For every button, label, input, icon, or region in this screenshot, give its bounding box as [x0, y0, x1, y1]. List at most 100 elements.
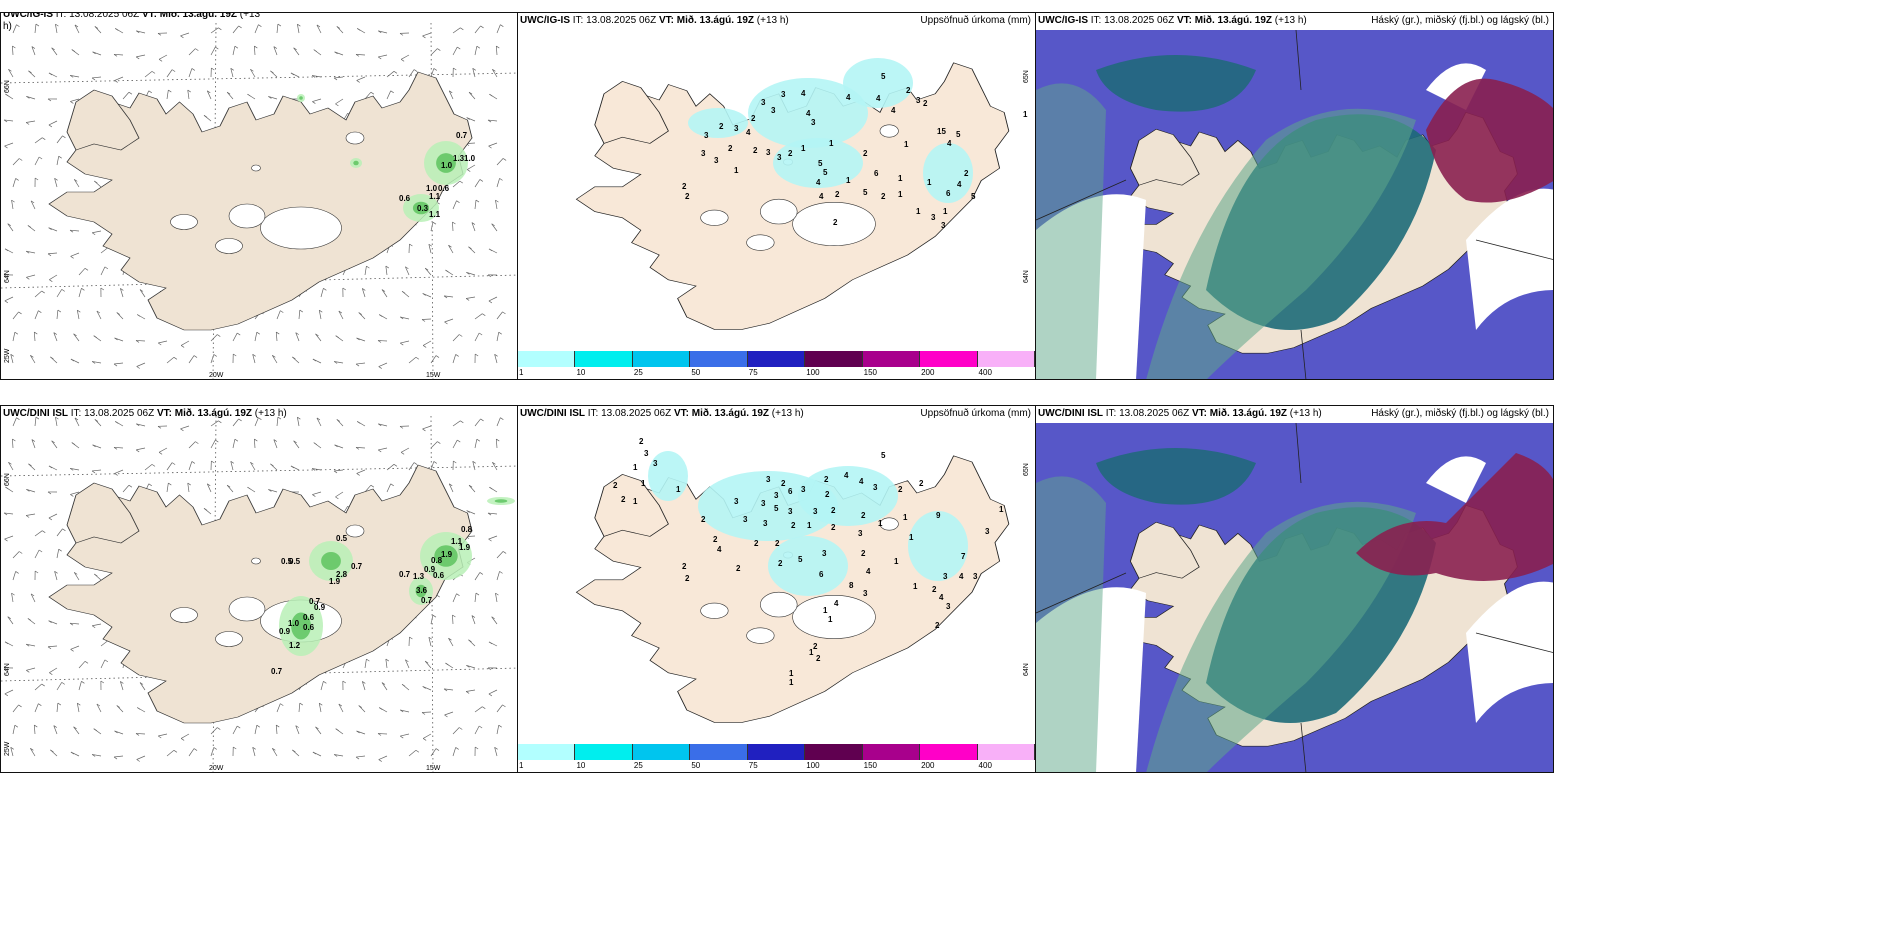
precip-amount-label: 4 [834, 599, 839, 608]
precip-amount-label: 2 [825, 490, 830, 499]
precip-panel-igis: UWC/IG-IS IT: 13.08.2025 06Z VT: Mið. 13… [517, 12, 1036, 380]
precip-amount-label: 4 [939, 593, 944, 602]
wind-panel-igis: UWC/IG-IS IT: 13.08.2025 06Z VT: Mið. 13… [0, 12, 518, 380]
precip-amount-label: 4 [957, 180, 962, 189]
precip-amount-label: 1 [789, 678, 794, 687]
lat-axis-label: 64N [1023, 663, 1030, 676]
precip-amount-label: 2 [816, 654, 821, 663]
precip-value-label: 0.7 [271, 667, 283, 676]
precip-amount-label: 3 [943, 572, 948, 581]
precip-amount-label: 8 [849, 581, 854, 590]
precip-amount-label: 3 [766, 148, 771, 157]
precip-value-label: 1.2 [289, 641, 301, 650]
precip-colorbar: 1 10 25 50 75 100 150 200 400 [518, 351, 1035, 379]
precip-amount-label: 1 [943, 207, 948, 216]
precip-amount-label: 2 [824, 475, 829, 484]
precip-value-label: 1.1 [451, 537, 463, 546]
colorbar-tick-label: 1 [519, 368, 524, 377]
precip-amount-label: 4 [859, 477, 864, 486]
colorbar-tick-label: 400 [978, 761, 992, 770]
colorbar-swatch [632, 744, 691, 760]
precip-amount-label: 3 [813, 507, 818, 516]
precip-amount-label: 5 [823, 168, 828, 177]
precip-amount-label: 4 [819, 192, 824, 201]
precip-amount-label: 2 [906, 86, 911, 95]
precip-amount-label: 1 [916, 207, 921, 216]
colorbar-swatch [575, 351, 633, 367]
precip-amount-label: 3 [781, 90, 786, 99]
precip-value-label: 0.6 [399, 194, 411, 203]
colorbar-swatch [575, 744, 633, 760]
precip-amount-label: 1 [898, 174, 903, 183]
precip-value-label: 0.9 [279, 627, 291, 636]
precip-amount-label: 2 [613, 481, 618, 490]
precip-value-label: 0.7 [309, 597, 321, 606]
precip-amount-label: 2 [775, 539, 780, 548]
precip-value-label: 1.9 [441, 550, 453, 559]
colorbar-tick-label: 10 [576, 368, 586, 377]
colorbar-swatch [920, 744, 978, 760]
precip-amount-label: 5 [881, 451, 886, 460]
precip-amount-label: 1 [633, 463, 638, 472]
precip-amount-label: 1 [999, 505, 1004, 514]
precip-amount-label: 1 [807, 521, 812, 530]
precip-amount-label: 2 [898, 485, 903, 494]
lon-axis-label: 20W [209, 372, 224, 379]
precip-amount-label: 1 [829, 139, 834, 148]
precip-amount-label: 2 [935, 621, 940, 630]
colorbar-tick-label: 75 [748, 761, 758, 770]
precip-amount-label: 2 [831, 523, 836, 532]
thick-cloud-area [1426, 78, 1553, 203]
precip-amount-label: 2 [719, 122, 724, 131]
lon-axis-label: 15W [426, 372, 441, 379]
colorbar-tick-label: 25 [633, 368, 643, 377]
colorbar-swatch [977, 351, 1035, 367]
precip-amount-label: 1 [676, 485, 681, 494]
iceland-landmass [48, 464, 473, 724]
precip-amount-label: 1 [809, 648, 814, 657]
precip-amount-label: 2 [835, 190, 840, 199]
precip-value-label: 0.6 [303, 613, 315, 622]
precip-amount-label: 4 [959, 572, 964, 581]
precip-amount-label: 3 [644, 449, 649, 458]
precip-amount-label: 2 [685, 574, 690, 583]
colorbar-swatch [920, 351, 978, 367]
map-boundaries [1036, 30, 1553, 379]
precip-amount-label: 3 [801, 485, 806, 494]
colorbar-tick-label: 50 [691, 368, 701, 377]
precip-amount-label: 15 [937, 127, 946, 136]
precip-amount-label: 2 [754, 539, 759, 548]
precip-amount-label: 3 [763, 519, 768, 528]
precip-shading [297, 94, 468, 222]
colorbar-swatch [805, 351, 863, 367]
precip-amount-label: 3 [941, 221, 946, 230]
lon-axis-label: 15W [426, 765, 441, 772]
precip-amount-label: 2 [682, 562, 687, 571]
precip-amount-label: 3 [743, 515, 748, 524]
precip-value-label: 1.9 [329, 577, 341, 586]
panel-subtitle: Uppsöfnuð úrkoma (mm) [920, 15, 1031, 26]
precip-value-label: 1.1 [429, 192, 441, 201]
precip-amount-label: 9 [936, 511, 941, 520]
precip-amount-label: 3 [704, 131, 709, 140]
lat-axis-label: 66N [4, 473, 11, 486]
lat-axis-label: 65N [1023, 463, 1030, 476]
precip-amount-label: 3 [858, 529, 863, 538]
precip-amount-label: 3 [766, 475, 771, 484]
precip-amount-label: 3 [771, 106, 776, 115]
precip-amount-label: 4 [717, 545, 722, 554]
precip-amount-label: 4 [947, 139, 952, 148]
precip-amount-label: 2 [736, 564, 741, 573]
colorbar-swatch [805, 744, 863, 760]
precip-colorbar: 1 10 25 50 75 100 150 200 400 [518, 744, 1035, 772]
panel-title: UWC/IG-IS IT: 13.08.2025 06Z VT: Mið. 13… [1038, 15, 1307, 26]
precip-amount-label: 3 [931, 213, 936, 222]
iceland-landmass [48, 71, 473, 331]
precip-value-label: 1.1 [429, 210, 441, 219]
precip-amount-label: 2 [778, 559, 783, 568]
precip-amount-label: 3 [985, 527, 990, 536]
precip-amount-label: 1 [633, 497, 638, 506]
precip-amount-label: 2 [881, 192, 886, 201]
precip-amount-label: 3 [863, 589, 868, 598]
